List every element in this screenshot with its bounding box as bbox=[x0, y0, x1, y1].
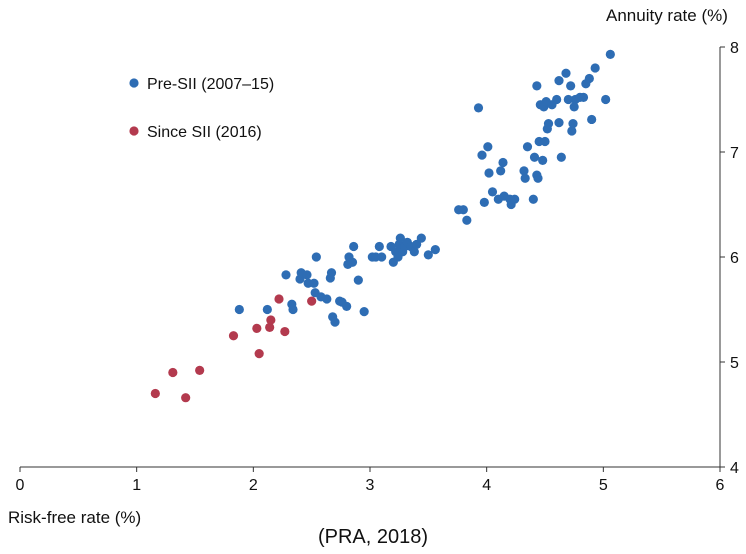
data-point bbox=[322, 294, 332, 304]
data-point bbox=[556, 152, 566, 162]
data-point bbox=[349, 241, 359, 252]
data-point bbox=[265, 322, 275, 332]
data-point bbox=[561, 68, 571, 78]
data-point bbox=[307, 296, 317, 306]
data-point bbox=[529, 152, 540, 162]
data-point bbox=[533, 173, 543, 183]
data-point bbox=[566, 81, 576, 91]
data-points bbox=[150, 49, 615, 403]
data-point bbox=[281, 270, 291, 280]
data-point bbox=[483, 142, 493, 152]
data-point bbox=[498, 157, 508, 168]
data-point bbox=[311, 252, 321, 262]
data-point bbox=[569, 102, 579, 112]
data-point bbox=[563, 94, 573, 105]
x-tick-label: 3 bbox=[366, 477, 375, 494]
x-tick-label: 1 bbox=[132, 477, 141, 494]
y-tick-label: 4 bbox=[730, 460, 739, 477]
data-point bbox=[195, 365, 205, 375]
data-point bbox=[520, 173, 530, 183]
data-point bbox=[584, 73, 594, 84]
data-point bbox=[353, 275, 363, 285]
data-point bbox=[262, 304, 272, 315]
data-point bbox=[266, 315, 276, 325]
data-point bbox=[496, 166, 506, 176]
x-tick-label: 5 bbox=[599, 477, 608, 494]
data-point bbox=[302, 270, 312, 280]
data-point bbox=[540, 136, 550, 147]
data-point bbox=[605, 49, 615, 59]
data-point bbox=[567, 126, 577, 136]
x-tick-label: 6 bbox=[716, 477, 725, 494]
data-point bbox=[590, 63, 600, 73]
data-point bbox=[234, 304, 244, 315]
data-point bbox=[587, 114, 597, 125]
data-point bbox=[150, 388, 160, 399]
data-point bbox=[554, 76, 564, 86]
data-point bbox=[359, 307, 369, 317]
legend-marker bbox=[129, 78, 139, 88]
data-point bbox=[342, 301, 352, 311]
legend-label: Since SII (2016) bbox=[147, 124, 262, 141]
legend: Pre-SII (2007–15) Since SII (2016) bbox=[129, 76, 274, 141]
data-point bbox=[484, 168, 494, 178]
data-point bbox=[522, 142, 533, 152]
data-point bbox=[578, 92, 589, 102]
data-point bbox=[288, 304, 298, 315]
y-axis-label: Annuity rate (%) bbox=[606, 6, 728, 25]
data-point bbox=[374, 241, 384, 252]
data-point bbox=[228, 331, 239, 341]
data-point bbox=[479, 197, 489, 207]
data-point bbox=[538, 155, 548, 165]
data-point bbox=[519, 166, 529, 176]
data-point bbox=[377, 252, 387, 262]
data-point bbox=[274, 294, 284, 304]
data-point bbox=[252, 323, 262, 333]
data-point bbox=[554, 118, 564, 128]
data-point bbox=[412, 239, 422, 249]
legend-label: Pre-SII (2007–15) bbox=[147, 76, 274, 93]
x-axis-label: Risk-free rate (%) bbox=[8, 508, 142, 527]
data-point bbox=[280, 326, 290, 337]
data-point bbox=[416, 233, 426, 243]
data-point bbox=[409, 247, 419, 257]
y-tick-label: 7 bbox=[730, 145, 739, 162]
data-point bbox=[168, 367, 178, 378]
x-tick-label: 4 bbox=[482, 477, 491, 494]
data-point bbox=[347, 257, 358, 267]
data-point bbox=[330, 317, 340, 327]
data-point bbox=[477, 150, 487, 160]
data-point bbox=[473, 103, 484, 113]
source-caption: (PRA, 2018) bbox=[317, 526, 429, 548]
data-point bbox=[430, 245, 440, 255]
data-point bbox=[423, 250, 433, 260]
data-point bbox=[309, 278, 319, 288]
x-tick-label: 2 bbox=[249, 477, 258, 494]
data-point bbox=[543, 119, 554, 129]
y-tick-label: 8 bbox=[730, 40, 739, 57]
data-point bbox=[326, 268, 337, 278]
data-point bbox=[532, 81, 542, 91]
data-point bbox=[458, 205, 468, 215]
x-tick-label: 0 bbox=[16, 477, 25, 494]
data-point bbox=[487, 187, 498, 197]
data-point bbox=[568, 119, 578, 129]
y-tick-label: 6 bbox=[730, 250, 739, 267]
data-point bbox=[601, 94, 611, 105]
data-point bbox=[254, 349, 264, 359]
data-point bbox=[395, 233, 405, 243]
y-tick-label: 5 bbox=[730, 355, 739, 372]
data-point bbox=[552, 94, 562, 105]
axes bbox=[19, 46, 725, 472]
data-point bbox=[510, 194, 520, 204]
data-point bbox=[462, 215, 472, 225]
data-point bbox=[528, 194, 538, 204]
data-point bbox=[181, 393, 191, 403]
legend-marker bbox=[129, 126, 139, 136]
